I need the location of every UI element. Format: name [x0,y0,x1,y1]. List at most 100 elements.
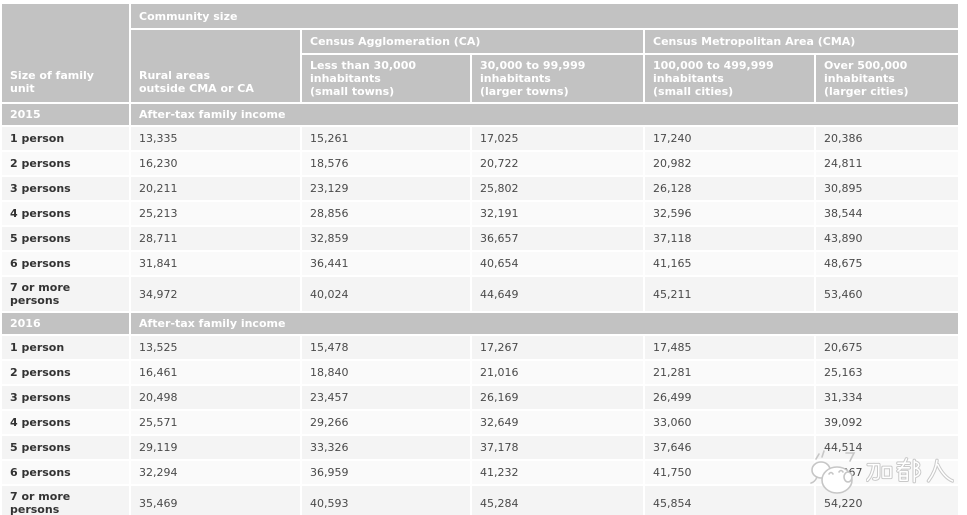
section-measure: After-tax family income [131,104,959,125]
header-small-towns: Less than 30,000 inhabitants (small town… [302,55,470,102]
table-row: 1 person 13,335 15,261 17,025 17,240 20,… [2,127,959,150]
value-cell: 54,220 [816,486,959,515]
value-cell: 28,856 [302,202,470,225]
value-cell: 25,802 [472,177,643,200]
header-size-of-family-unit: Size of family unit [2,4,129,102]
section-year: 2016 [2,313,129,334]
value-cell: 23,129 [302,177,470,200]
value-cell: 29,266 [302,411,470,434]
value-cell: 45,854 [645,486,814,515]
value-cell: 20,211 [131,177,300,200]
value-cell: 43,890 [816,227,959,250]
value-cell: 36,959 [302,461,470,484]
row-label: 3 persons [2,177,129,200]
value-cell: 20,982 [645,152,814,175]
header-rural-areas: Rural areas outside CMA or CA [131,30,300,102]
value-cell: 26,128 [645,177,814,200]
value-cell: 32,596 [645,202,814,225]
value-cell: 49,367 [816,461,959,484]
table-row: 5 persons 29,119 33,326 37,178 37,646 44… [2,436,959,459]
header-ca-group: Census Agglomeration (CA) [302,30,643,53]
value-cell: 37,646 [645,436,814,459]
value-cell: 30,895 [816,177,959,200]
table-row: 7 or more persons 35,469 40,593 45,284 4… [2,486,959,515]
value-cell: 34,972 [131,277,300,311]
table-row: 2 persons 16,230 18,576 20,722 20,982 24… [2,152,959,175]
value-cell: 20,386 [816,127,959,150]
section-header-row: 2016 After-tax family income [2,313,959,334]
value-cell: 20,675 [816,336,959,359]
section-year: 2015 [2,104,129,125]
value-cell: 37,118 [645,227,814,250]
row-label: 1 person [2,127,129,150]
row-label: 2 persons [2,152,129,175]
value-cell: 20,722 [472,152,643,175]
header-cma-group: Census Metropolitan Area (CMA) [645,30,959,53]
value-cell: 29,119 [131,436,300,459]
table-row: 3 persons 20,211 23,129 25,802 26,128 30… [2,177,959,200]
header-community-size: Community size [131,4,959,28]
value-cell: 21,281 [645,361,814,384]
table-row: 4 persons 25,213 28,856 32,191 32,596 38… [2,202,959,225]
value-cell: 26,499 [645,386,814,409]
value-cell: 21,016 [472,361,643,384]
table-row: 3 persons 20,498 23,457 26,169 26,499 31… [2,386,959,409]
value-cell: 17,267 [472,336,643,359]
header-small-cities: 100,000 to 499,999 inhabitants (small ci… [645,55,814,102]
value-cell: 25,571 [131,411,300,434]
value-cell: 36,657 [472,227,643,250]
value-cell: 25,163 [816,361,959,384]
row-label: 5 persons [2,436,129,459]
value-cell: 33,326 [302,436,470,459]
value-cell: 41,750 [645,461,814,484]
value-cell: 41,232 [472,461,643,484]
value-cell: 38,544 [816,202,959,225]
value-cell: 44,514 [816,436,959,459]
value-cell: 40,654 [472,252,643,275]
value-cell: 31,334 [816,386,959,409]
value-cell: 13,335 [131,127,300,150]
row-label: 1 person [2,336,129,359]
row-label: 7 or more persons [2,277,129,311]
value-cell: 33,060 [645,411,814,434]
value-cell: 17,485 [645,336,814,359]
table-header: Size of family unit Community size Rural… [2,4,959,102]
value-cell: 28,711 [131,227,300,250]
value-cell: 20,498 [131,386,300,409]
value-cell: 41,165 [645,252,814,275]
table-row: 5 persons 28,711 32,859 36,657 37,118 43… [2,227,959,250]
row-label: 7 or more persons [2,486,129,515]
value-cell: 44,649 [472,277,643,311]
header-larger-towns: 30,000 to 99,999 inhabitants (larger tow… [472,55,643,102]
value-cell: 32,859 [302,227,470,250]
value-cell: 32,294 [131,461,300,484]
value-cell: 25,213 [131,202,300,225]
section-2015: 2015 After-tax family income 1 person 13… [2,104,959,311]
table-row: 7 or more persons 34,972 40,024 44,649 4… [2,277,959,311]
value-cell: 31,841 [131,252,300,275]
row-label: 4 persons [2,411,129,434]
value-cell: 23,457 [302,386,470,409]
row-label: 2 persons [2,361,129,384]
value-cell: 17,240 [645,127,814,150]
value-cell: 15,261 [302,127,470,150]
value-cell: 39,092 [816,411,959,434]
row-label: 5 persons [2,227,129,250]
value-cell: 48,675 [816,252,959,275]
value-cell: 35,469 [131,486,300,515]
value-cell: 53,460 [816,277,959,311]
value-cell: 37,178 [472,436,643,459]
table-row: 6 persons 31,841 36,441 40,654 41,165 48… [2,252,959,275]
value-cell: 45,211 [645,277,814,311]
table-row: 6 persons 32,294 36,959 41,232 41,750 49… [2,461,959,484]
value-cell: 17,025 [472,127,643,150]
section-header-row: 2015 After-tax family income [2,104,959,125]
value-cell: 15,478 [302,336,470,359]
row-label: 6 persons [2,461,129,484]
table-row: 1 person 13,525 15,478 17,267 17,485 20,… [2,336,959,359]
value-cell: 36,441 [302,252,470,275]
value-cell: 16,230 [131,152,300,175]
value-cell: 45,284 [472,486,643,515]
value-cell: 40,024 [302,277,470,311]
